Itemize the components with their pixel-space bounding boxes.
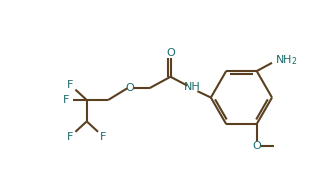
Text: O: O <box>166 48 175 58</box>
Text: NH: NH <box>183 82 200 92</box>
Text: F: F <box>100 132 106 142</box>
Text: F: F <box>67 80 74 90</box>
Text: O: O <box>252 141 261 151</box>
Text: F: F <box>63 95 70 105</box>
Text: F: F <box>67 132 74 142</box>
Text: O: O <box>126 83 135 93</box>
Text: NH$_2$: NH$_2$ <box>275 53 298 67</box>
